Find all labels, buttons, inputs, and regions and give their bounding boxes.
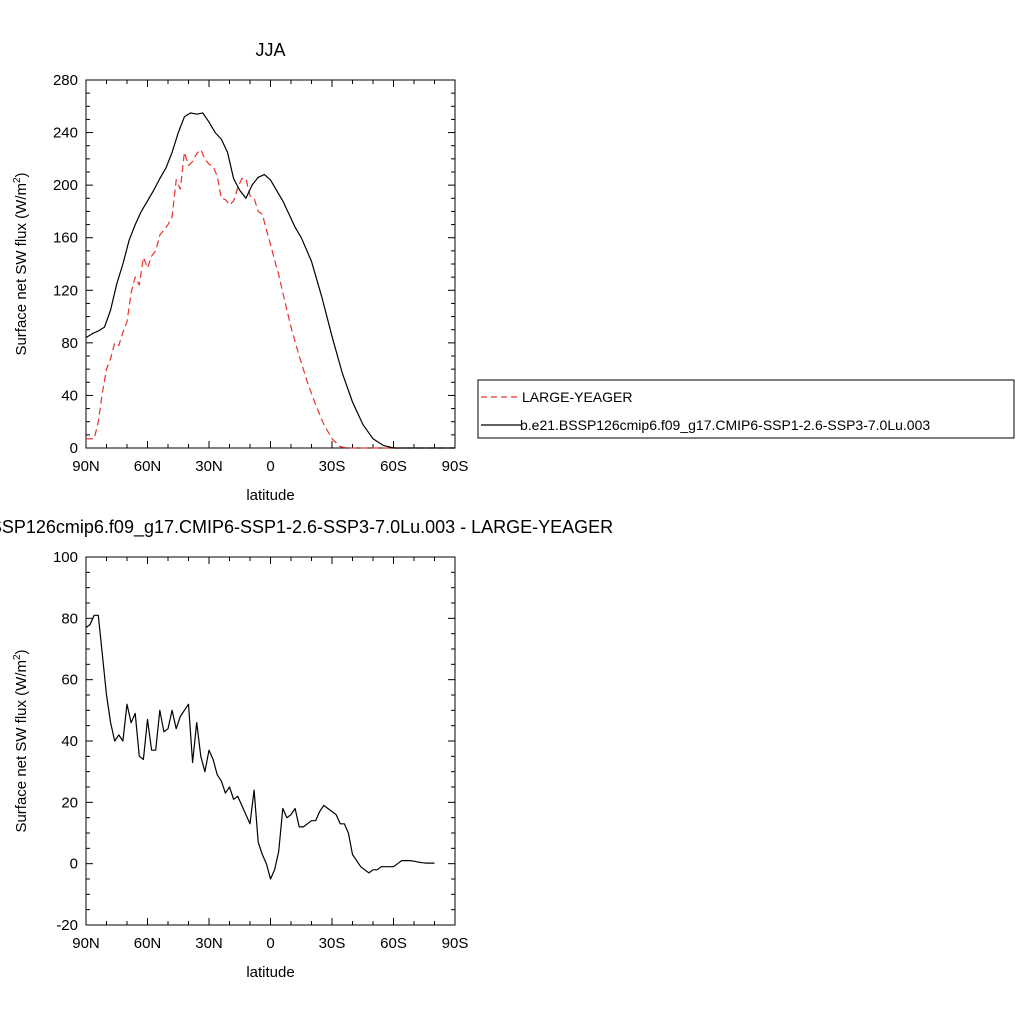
bottom-chart-title: b.e21.BSSP126cmip6.f09_g17.CMIP6-SSP1-2.… [0, 517, 613, 538]
y-tick-label: 240 [53, 125, 78, 142]
x-tick-label: 30N [195, 935, 223, 952]
y-tick-label: 40 [61, 387, 78, 404]
y-tick-label: 40 [61, 733, 78, 750]
legend-label-experiment: b.e21.BSSP126cmip6.f09_g17.CMIP6-SSP1-2.… [520, 417, 930, 433]
x-tick-label: 60S [380, 935, 407, 952]
bottom-plot-area: 90N 60N 30N 0 30S 60S 90S -20 0 20 40 60 80 100 [53, 549, 468, 952]
x-tick-label: 90N [72, 458, 100, 475]
x-tick-label: 30S [319, 935, 346, 952]
x-tick-label: 90S [442, 458, 469, 475]
legend-box [477, 379, 1015, 439]
y-tick-label: 80 [61, 610, 78, 627]
y-tick-label: 100 [53, 549, 78, 566]
y-tick-label: 0 [70, 440, 78, 457]
series-line-a [86, 149, 455, 449]
bottom-x-axis-label: latitude [246, 964, 294, 981]
bottom-panel: b.e21.BSSP126cmip6.f09_g17.CMIP6-SSP1-2.… [0, 517, 613, 981]
x-tick-label: 0 [266, 935, 274, 952]
y-tick-label: 200 [53, 177, 78, 194]
y-tick-label: 120 [53, 282, 78, 299]
series-line-a [85, 614, 435, 880]
x-tick-label: 60N [134, 458, 162, 475]
top-y-axis-label: Surface net SW flux (W/m2) [12, 172, 30, 355]
y-tick-label: -20 [56, 917, 78, 934]
x-tick-label: 90N [72, 935, 100, 952]
legend: LARGE-YEAGER b.e21.BSSP126cmip6.f09_g17.… [477, 379, 1015, 439]
x-tick-label: 30N [195, 458, 223, 475]
y-tick-label: 280 [53, 72, 78, 89]
plot-frame [85, 79, 456, 449]
y-tick-label: 20 [61, 794, 78, 811]
x-tick-label: 60S [380, 458, 407, 475]
top-plot-area: 90N 60N 30N 0 30S 60S 90S 0 40 80 120 160 200 240 280 [53, 72, 468, 475]
x-tick-label: 30S [319, 458, 346, 475]
legend-label-large-yeager: LARGE-YEAGER [522, 389, 632, 405]
top-chart-title: JJA [255, 40, 285, 60]
top-panel: JJA 90N 60N 30N 0 30S 60S 90S 0 40 80 120 160 200 240… [12, 40, 468, 504]
y-tick-label: 0 [70, 856, 78, 873]
y-tick-label: 60 [61, 672, 78, 689]
y-tick-label: 80 [61, 335, 78, 352]
bottom-y-axis-label: Surface net SW flux (W/m2) [12, 649, 30, 832]
series-line-b [85, 112, 455, 449]
top-x-axis-label: latitude [246, 487, 294, 504]
y-tick-label: 160 [53, 230, 78, 247]
x-tick-label: 60N [134, 935, 162, 952]
x-tick-label: 0 [266, 458, 274, 475]
plot-frame [85, 556, 456, 926]
x-tick-label: 90S [442, 935, 469, 952]
